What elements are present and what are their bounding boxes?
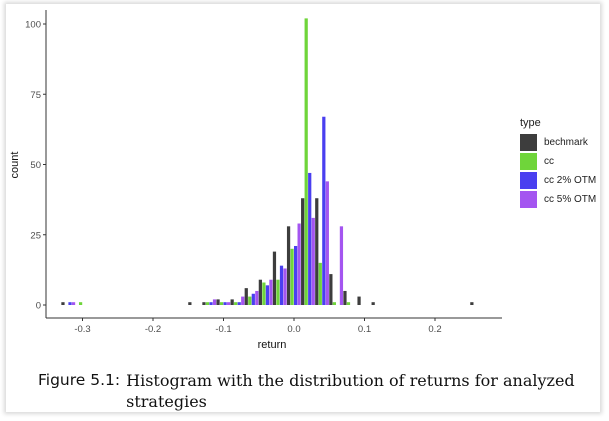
legend-item-cc: cc: [520, 152, 596, 171]
histogram-bar: [346, 302, 351, 305]
histogram-bar: [188, 302, 192, 305]
histogram-bar: [318, 262, 322, 305]
histogram-bar: [71, 302, 76, 305]
caption-line-1: Histogram with the distribution of retur…: [126, 371, 575, 390]
histogram-bar: [343, 290, 347, 305]
legend-label: cc 5% OTM: [544, 194, 597, 205]
legend-item-cc-5-otm: cc 5% OTM: [520, 190, 596, 209]
caption-line-2: strategies: [126, 392, 207, 411]
histogram-bar: [339, 226, 344, 305]
histogram-bar: [258, 279, 262, 305]
y-axis-ticks: 0 25 50 75 100: [25, 20, 46, 312]
y-axis-label: count: [9, 152, 21, 179]
histogram-bar: [279, 265, 284, 305]
legend-swatch: [520, 172, 537, 189]
histogram-bar: [248, 296, 252, 305]
x-axis-ticks: -0.3 -0.2 -0.1 0.0 0.1 0.2: [74, 318, 442, 335]
histogram-bar: [315, 198, 319, 305]
legend-swatch: [520, 191, 537, 208]
y-tick-label: 50: [30, 160, 41, 171]
histogram-bar: [272, 251, 277, 305]
y-tick-label: 25: [30, 230, 41, 241]
histogram-bar: [297, 223, 301, 305]
x-tick-label: -0.1: [215, 324, 231, 335]
histogram-bar: [230, 299, 234, 305]
histogram-bar: [294, 245, 298, 305]
x-tick-label: -0.2: [145, 324, 161, 335]
legend: type bechmark cc cc 2% OTM cc 5% OTM: [520, 117, 596, 209]
histogram-bar: [311, 217, 315, 305]
legend-item-bechmark: bechmark: [520, 133, 596, 152]
histogram-bar: [202, 302, 206, 305]
legend-swatch: [520, 153, 537, 170]
y-tick-label: 0: [36, 301, 41, 312]
legend-title: type: [520, 117, 541, 129]
histogram-bar: [61, 302, 65, 305]
legend-item-cc-2-otm: cc 2% OTM: [520, 171, 596, 190]
caption-text: Histogram with the distribution of retur…: [120, 370, 575, 412]
histogram-bar: [322, 116, 326, 305]
y-tick-label: 75: [30, 90, 41, 101]
histogram-bar: [234, 302, 238, 305]
x-axis-label: return: [258, 339, 287, 351]
x-tick-label: -0.3: [74, 324, 90, 335]
figure-caption: Figure 5.1: Histogram with the distribut…: [38, 370, 578, 412]
histogram-bar: [205, 302, 210, 305]
legend-label: cc 2% OTM: [544, 175, 597, 186]
histogram-bar: [276, 279, 280, 305]
histogram-bar: [78, 302, 83, 305]
histogram-bar: [241, 296, 245, 305]
histogram-bar: [283, 268, 287, 305]
histogram-bar: [371, 302, 375, 305]
histogram-bar: [308, 172, 312, 305]
histogram-bar: [212, 299, 217, 305]
histogram-bar: [262, 282, 266, 305]
histogram-bar: [325, 181, 329, 305]
histogram-bar: [290, 248, 294, 305]
histogram-bar: [216, 299, 220, 305]
caption-label: Figure 5.1:: [38, 371, 121, 389]
histogram-bar: [251, 293, 255, 305]
histogram-bars: [61, 18, 474, 305]
histogram-bar: [219, 302, 224, 305]
x-tick-label: 0.1: [358, 324, 371, 335]
histogram-bar: [269, 279, 273, 305]
y-tick-label: 100: [25, 20, 41, 31]
histogram-bar: [223, 302, 227, 305]
histogram-bar: [470, 302, 474, 305]
x-tick-label: 0.0: [287, 324, 300, 335]
histogram-bar: [68, 302, 72, 305]
histogram-bar: [329, 274, 333, 305]
histogram-bar: [301, 198, 305, 305]
histogram-bar: [332, 302, 336, 305]
histogram-plot: 0 25 50 75 100 -0.3 -0.2 -0.1 0.0 0.1 0.2 count r…: [9, 10, 502, 351]
legend-swatch: [520, 134, 537, 151]
histogram-bar: [265, 285, 270, 305]
histogram-bar: [304, 18, 308, 305]
histogram-bar: [237, 302, 241, 305]
histogram-bar: [227, 302, 231, 305]
histogram-bar: [286, 226, 291, 305]
histogram-bar: [255, 290, 259, 305]
x-tick-label: 0.2: [428, 324, 441, 335]
histogram-bar: [244, 288, 248, 305]
legend-label: bechmark: [544, 137, 588, 148]
histogram-bar: [357, 296, 361, 305]
histogram-bar: [209, 302, 213, 305]
legend-label: cc: [544, 156, 554, 167]
